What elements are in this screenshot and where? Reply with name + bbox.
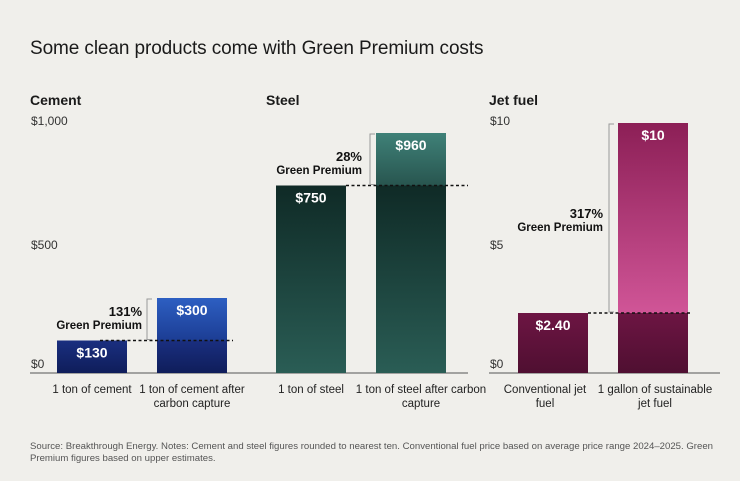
- steel-premium-percent: 28%: [335, 149, 362, 164]
- cement-category-2: 1 ton of cement after carbon capture: [139, 384, 245, 410]
- cement-ytick-1000: $1,000: [31, 114, 68, 128]
- jetfuel-ytick-10: $10: [490, 114, 511, 128]
- steel-premium-label: Green Premium: [276, 165, 362, 177]
- cement-value-label-2: $300: [176, 302, 207, 318]
- jetfuel-premium-label: Green Premium: [517, 222, 603, 234]
- jetfuel-ytick-0: $0: [490, 357, 504, 371]
- cement-bar-1: [57, 340, 127, 373]
- steel-bar-2-premium: [376, 133, 446, 186]
- jetfuel-green-premium: 317% Green Premium: [500, 207, 603, 235]
- jetfuel-bar-2-base: [618, 313, 688, 373]
- steel-value-label-1: $750: [295, 190, 326, 206]
- jetfuel-premium-percent: 317%: [569, 206, 603, 221]
- cement-category-1: 1 ton of cement: [52, 384, 132, 396]
- cement-green-premium: 131% Green Premium: [40, 305, 142, 333]
- steel-panel-title: Steel: [266, 92, 300, 108]
- steel-bar-2-base: [376, 185, 446, 373]
- steel-category-2: 1 ton of steel after carbon capture: [355, 384, 487, 410]
- cement-ytick-0: $0: [31, 357, 45, 371]
- cement-premium-label: Green Premium: [56, 320, 142, 332]
- source-note: Source: Breakthrough Energy. Notes: Ceme…: [30, 441, 714, 464]
- steel-value-label-2: $960: [395, 137, 426, 153]
- cement-ytick-500: $500: [31, 238, 58, 252]
- jetfuel-ytick-5: $5: [490, 238, 504, 252]
- jetfuel-value-label-2: $10: [641, 127, 665, 143]
- jetfuel-panel-title: Jet fuel: [489, 92, 539, 108]
- steel-category-1: 1 ton of steel: [278, 384, 344, 396]
- steel-bar-1: [276, 185, 346, 373]
- cement-premium-bracket: [146, 298, 152, 340]
- jetfuel-bar-1: [518, 313, 588, 373]
- jetfuel-bar-2-premium: [618, 123, 688, 313]
- cement-panel-title: Cement: [30, 92, 82, 108]
- steel-green-premium: 28% Green Premium: [262, 150, 362, 178]
- cement-premium-percent: 131%: [108, 304, 142, 319]
- cement-bar-2-premium: [157, 298, 227, 341]
- jetfuel-value-label-1: $2.40: [535, 317, 570, 333]
- steel-premium-bracket: [369, 133, 375, 185]
- chart-title: Some clean products come with Green Prem…: [30, 38, 484, 59]
- cement-bar-2-base: [157, 340, 227, 373]
- jetfuel-category-1: Conventional jet fuel: [503, 384, 587, 410]
- jetfuel-category-2: 1 gallon of sustainable jet fuel: [597, 384, 713, 410]
- jetfuel-premium-bracket: [608, 123, 614, 313]
- cement-value-label-1: $130: [76, 345, 107, 361]
